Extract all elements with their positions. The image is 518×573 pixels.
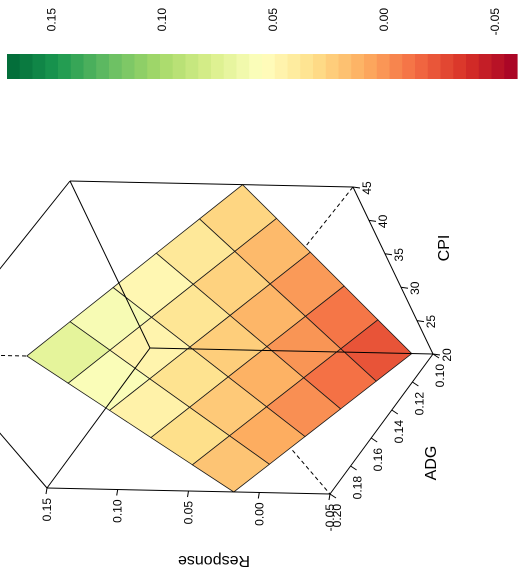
surface-facet <box>191 435 271 493</box>
colorbar-segment <box>364 54 378 79</box>
response-tick-label: -0.05 <box>323 504 337 532</box>
colorbar-segment <box>262 54 276 79</box>
adg-axis-label: ADG <box>423 446 440 481</box>
colorbar-segment <box>211 54 225 79</box>
colorbar-segment <box>466 54 480 79</box>
colorbar-segment <box>223 54 238 79</box>
adg-tick-mark <box>412 381 419 387</box>
box-edge <box>329 353 434 495</box>
cpi-axis-label: CPI <box>436 235 453 262</box>
adg-tick-label: 0.18 <box>351 476 365 500</box>
adg-tick-label: 0.10 <box>433 364 447 388</box>
response-axis-label: Response <box>178 552 250 569</box>
colorbar-segment <box>504 54 518 79</box>
colorbar <box>7 54 518 79</box>
colorbar-segment <box>147 54 161 79</box>
response-tick-mark <box>45 487 48 495</box>
response-tick-label: 0.05 <box>182 501 196 525</box>
response-tick-label: 0.00 <box>252 502 266 526</box>
colorbar-segment <box>402 54 416 79</box>
cpi-tick-label: 35 <box>392 248 406 262</box>
colorbar-segment <box>70 54 85 79</box>
colorbar-segment <box>185 54 199 79</box>
colorbar-segment <box>338 54 352 79</box>
cpi-tick-mark <box>368 219 377 222</box>
axis-box-front <box>0 180 434 495</box>
cpi-tick-mark <box>384 253 393 256</box>
colorbar-segment <box>491 54 505 79</box>
cpi-tick-mark <box>416 320 425 323</box>
box-edge <box>69 180 354 188</box>
colorbar-tick-labels: 0.15 0.10 0.05 0.00 -0.05 <box>44 8 502 36</box>
cpi-tick-label: 45 <box>360 181 374 195</box>
colorbar-segment <box>45 54 59 79</box>
colorbar-tick-label: -0.05 <box>488 8 502 36</box>
colorbar-segment <box>313 54 327 79</box>
colorbar-segment <box>351 54 365 79</box>
response-tick-label: 0.10 <box>111 499 125 523</box>
box-edge <box>69 180 151 349</box>
box-edge <box>46 347 151 489</box>
adg-tick-mark <box>350 465 357 471</box>
colorbar-segment <box>96 54 110 79</box>
axis-tick-labels: 20 25 30 35 40 45 0.10 0.12 0.14 0.16 0.18 0.20-0.0… <box>40 181 454 531</box>
colorbar-segment <box>376 54 391 79</box>
box-edge <box>352 186 434 355</box>
colorbar-segment <box>172 54 187 79</box>
box-edge <box>0 180 71 270</box>
colorbar-segment <box>300 54 314 79</box>
colorbar-segment <box>453 54 467 79</box>
response-tick-mark <box>257 492 260 499</box>
colorbar-segment <box>58 54 72 79</box>
cpi-tick-label: 25 <box>424 315 438 329</box>
cpi-tick-mark <box>352 186 361 189</box>
colorbar-segment <box>427 54 442 79</box>
cpi-tick-label: 40 <box>376 214 390 228</box>
adg-tick-mark <box>370 437 378 443</box>
colorbar-segment <box>19 54 34 79</box>
colorbar-tick-label: 0.15 <box>44 8 58 32</box>
colorbar-segment <box>325 54 340 79</box>
response-tick-label: 0.15 <box>40 498 54 522</box>
adg-tick-label: 0.16 <box>371 448 385 472</box>
response-surface <box>26 184 413 493</box>
box-edge <box>0 432 48 489</box>
response-tick-mark <box>328 493 331 501</box>
colorbar-segment <box>236 54 250 79</box>
colorbar-segment <box>160 54 174 79</box>
response-tick-mark <box>187 490 189 498</box>
adg-tick-label: 0.12 <box>412 392 426 416</box>
colorbar-segment <box>249 54 263 79</box>
colorbar-tick-label: 0.10 <box>155 8 169 32</box>
adg-tick-label: 0.20 <box>330 504 344 528</box>
colorbar-segment <box>83 54 97 79</box>
colorbar-tick-label: 0.00 <box>377 8 391 32</box>
cpi-tick-label: 30 <box>408 281 422 295</box>
colorbar-segment <box>440 54 454 79</box>
colorbar-segment <box>287 54 301 79</box>
response-tick-mark <box>116 489 119 496</box>
colorbar-segment <box>109 54 123 79</box>
colorbar-segment <box>198 54 212 79</box>
colorbar-segment <box>134 54 148 79</box>
colorbar-tick-label: 0.05 <box>266 8 280 32</box>
colorbar-segment <box>478 54 493 79</box>
colorbar-segment <box>415 54 429 79</box>
colorbar-segment <box>121 54 136 79</box>
box-edge <box>149 347 434 355</box>
adg-tick-mark <box>329 493 337 499</box>
adg-tick-label: 0.14 <box>392 420 406 444</box>
adg-tick-mark <box>432 353 440 359</box>
colorbar-segment <box>32 54 46 79</box>
cpi-tick-mark <box>400 286 409 289</box>
colorbar-segment <box>7 54 21 79</box>
colorbar-segment <box>389 54 403 79</box>
adg-tick-mark <box>391 409 399 415</box>
cpi-tick-label: 20 <box>440 348 454 362</box>
cpi-tick-mark <box>432 353 441 356</box>
colorbar-segment <box>274 54 289 79</box>
